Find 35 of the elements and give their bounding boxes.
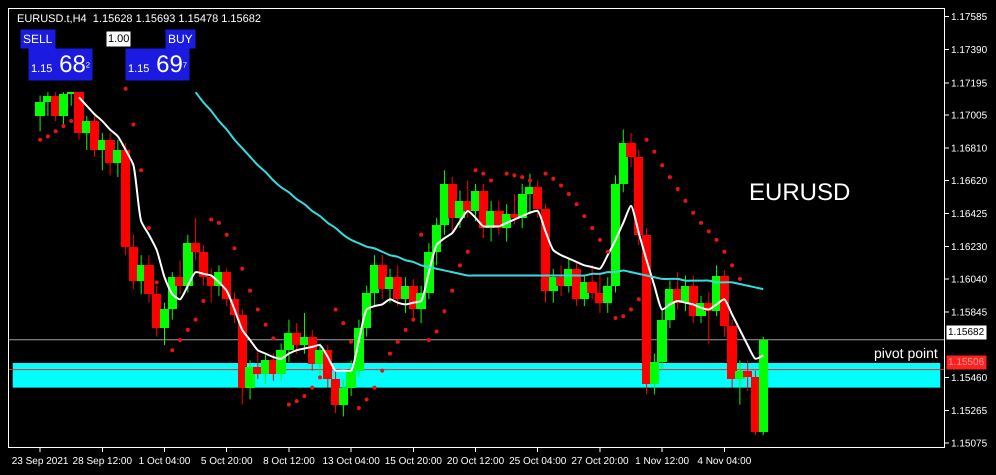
annotation: BUY <box>168 32 193 46</box>
band-label: pivot point <box>874 345 938 361</box>
x-tick-label: 1 Nov 12:00 <box>635 456 690 467</box>
ref-line-label: 1.15682 <box>948 327 985 338</box>
y-tick-label: 1.17390 <box>951 45 988 56</box>
y-tick-label: 1.16620 <box>951 176 988 187</box>
x-tick-label: 20 Oct 12:00 <box>446 456 505 467</box>
x-tick-label: 8 Oct 12:00 <box>263 456 316 467</box>
x-tick-label: 28 Sep 12:00 <box>72 456 132 467</box>
y-tick-label: 1.15075 <box>951 438 988 450</box>
y-tick-label: 1.17005 <box>951 110 988 122</box>
annotation: 1.00 <box>108 33 130 45</box>
x-tick-label: 1 Oct 04:00 <box>138 456 191 467</box>
annotation: EURUSD <box>749 179 850 206</box>
x-tick-label: 25 Oct 04:00 <box>509 456 567 467</box>
y-tick-label: 1.15845 <box>951 308 988 319</box>
y-tick-label: 1.15460 <box>951 372 988 384</box>
y-tick-label: 1.16040 <box>951 274 988 286</box>
y-tick-label: 1.15265 <box>951 406 988 417</box>
x-tick-label: 4 Nov 04:00 <box>697 456 752 467</box>
x-tick-label: 13 Oct 04:00 <box>322 456 380 467</box>
y-tick-label: 1.16810 <box>951 144 988 155</box>
y-tick-label: 1.16230 <box>951 242 988 254</box>
ref-line-label: 1.15506 <box>948 357 985 368</box>
x-tick-label: 23 Sep 2021 <box>12 456 69 467</box>
annotation: 1.15 68$^{2}$ <box>31 51 90 78</box>
annotation: SELL <box>23 32 53 46</box>
x-tick-label: 15 Oct 20:00 <box>384 456 442 467</box>
y-tick-label: 1.17195 <box>951 78 988 90</box>
x-tick-label: 27 Oct 20:00 <box>571 456 630 467</box>
x-tick-label: 5 Oct 20:00 <box>200 456 253 467</box>
y-tick-label: 1.17585 <box>951 12 988 24</box>
annotation: 1.15 69$^{7}$ <box>128 51 188 78</box>
chart-title: EURUSD.t,H4 1.15628 1.15693 1.15478 1.15682 <box>17 12 262 25</box>
y-tick-label: 1.16425 <box>951 209 988 220</box>
